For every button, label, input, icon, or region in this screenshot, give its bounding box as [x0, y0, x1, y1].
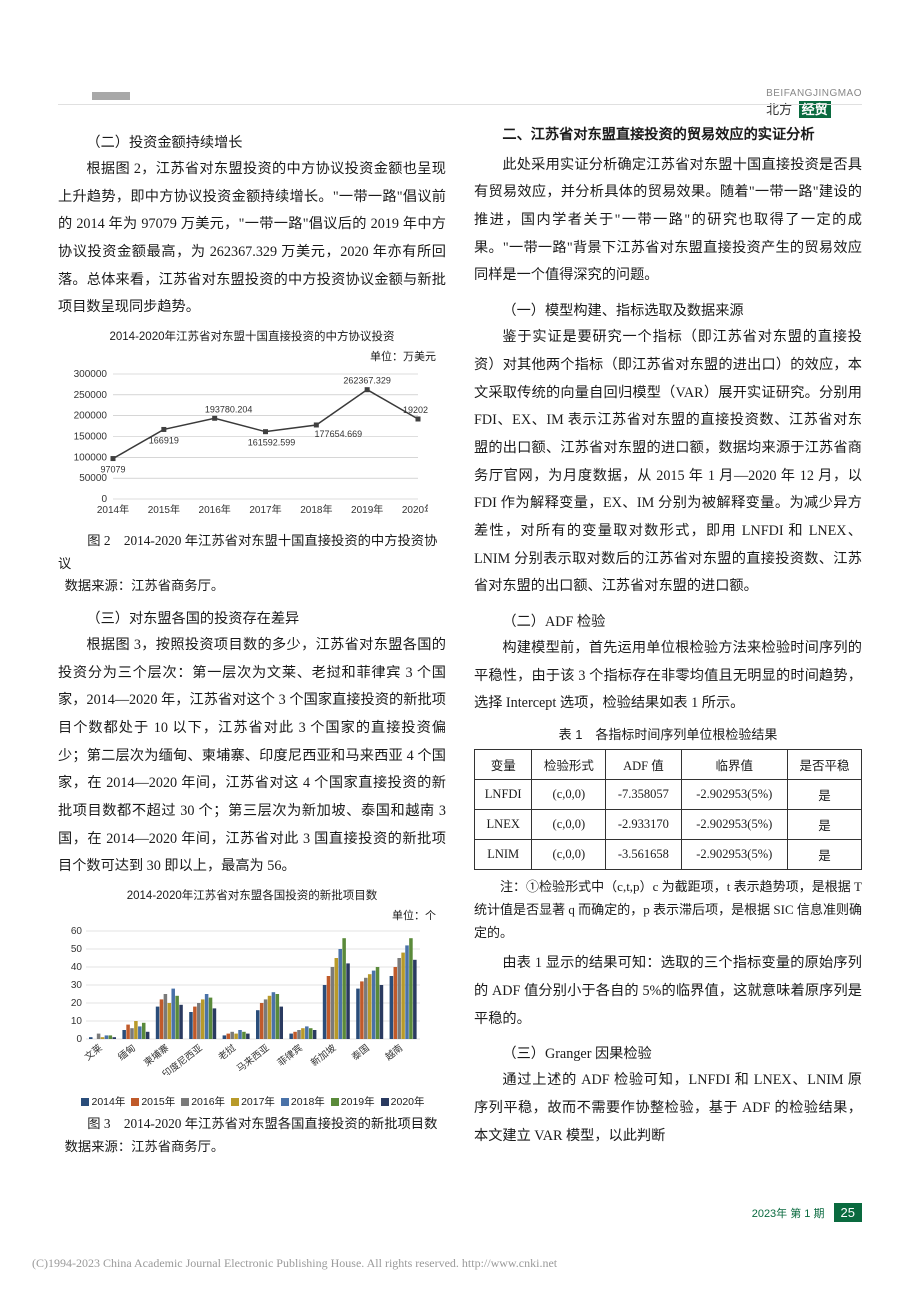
table-row: LNIM(c,0,0)-3.561658-2.902953(5%)是 — [475, 840, 862, 870]
svg-text:40: 40 — [71, 962, 83, 973]
svg-text:缅甸: 缅甸 — [116, 1042, 138, 1063]
svg-text:166919: 166919 — [149, 436, 179, 446]
right-column: 二、江苏省对东盟直接投资的贸易效应的实证分析 此处采用实证分析确定江苏省对东盟十… — [474, 80, 862, 1164]
svg-text:50: 50 — [71, 944, 83, 955]
right-sec2-p2: 由表 1 显示的结果可知：选取的三个指标变量的原始序列的 ADF 值分别小于各自… — [474, 950, 862, 1033]
svg-text:97079: 97079 — [100, 465, 125, 475]
svg-text:193780.204: 193780.204 — [205, 404, 253, 414]
table-header: 是否平稳 — [788, 750, 862, 780]
svg-text:2016年: 2016年 — [199, 503, 231, 516]
svg-text:新加坡: 新加坡 — [308, 1042, 338, 1069]
svg-text:2020年: 2020年 — [402, 503, 428, 516]
right-main-title: 二、江苏省对东盟直接投资的贸易效应的实证分析 — [474, 122, 862, 150]
left-column: （二）投资金额持续增长 根据图 2，江苏省对东盟投资的中方协议投资金额也呈现上升… — [58, 80, 446, 1164]
right-sec3-title: （三）Granger 因果检验 — [474, 1043, 862, 1063]
footer-issue: 2023年 第 1 期 — [752, 1208, 825, 1220]
svg-text:菲律宾: 菲律宾 — [275, 1042, 305, 1069]
svg-text:2014年: 2014年 — [97, 503, 129, 516]
svg-text:200000: 200000 — [74, 411, 108, 422]
fig2-source: 数据来源：江苏省商务厅。 — [58, 575, 446, 598]
svg-text:2017年: 2017年 — [249, 503, 281, 516]
right-sec2-p1: 构建模型前，首先运用单位根检验方法来检验时间序列的平稳性，由于该 3 个指标存在… — [474, 635, 862, 718]
right-sec2-title: （二）ADF 检验 — [474, 611, 862, 631]
journal-header: BEIFANGJINGMAO 北方 经贸 — [766, 88, 862, 118]
svg-text:马来西亚: 马来西亚 — [235, 1042, 272, 1074]
svg-text:越南: 越南 — [383, 1042, 405, 1063]
table1-title: 表 1 各指标时间序列单位根检验结果 — [474, 724, 862, 743]
chart3-container: 2014-2020年江苏省对东盟各国投资的新批项目数 单位：个 0 10 20 30 4… — [58, 887, 446, 1109]
left-sec1-title: （二）投资金额持续增长 — [58, 132, 446, 152]
chart3-legend: 2014年2015年2016年2017年2018年2019年2020年 — [58, 1094, 446, 1109]
chart2-container: 2014-2020年江苏省对东盟十国直接投资的中方协议投资 单位：万美元 0 50… — [58, 328, 446, 526]
svg-text:300000: 300000 — [74, 369, 108, 380]
chart2-title: 2014-2020年江苏省对东盟十国直接投资的中方协议投资 — [58, 328, 446, 344]
svg-text:30: 30 — [71, 980, 83, 991]
svg-text:老挝: 老挝 — [216, 1042, 239, 1063]
left-sec1-p1: 根据图 2，江苏省对东盟投资的中方协议投资金额也呈现上升趋势，即中方协议投资金额… — [58, 156, 446, 322]
left-sec2-p1: 根据图 3，按照投资项目数的多少，江苏省对东盟各国的投资分为三个层次：第一层次为… — [58, 632, 446, 881]
footer-copyright: (C)1994-2023 China Academic Journal Elec… — [32, 1256, 557, 1271]
page-content: （二）投资金额持续增长 根据图 2，江苏省对东盟投资的中方协议投资金额也呈现上升… — [0, 0, 920, 1214]
table1: 变量检验形式ADF 值临界值是否平稳LNFDI(c,0,0)-7.358057-… — [474, 749, 862, 870]
svg-text:60: 60 — [71, 926, 83, 937]
header-left-accent — [92, 92, 130, 100]
right-sec3-p1: 通过上述的 ADF 检验可知，LNFDI 和 LNEX、LNIM 原序列平稳，故… — [474, 1067, 862, 1150]
svg-text:2019年: 2019年 — [351, 503, 383, 516]
svg-text:泰国: 泰国 — [349, 1042, 371, 1063]
svg-text:20: 20 — [71, 998, 83, 1009]
table-header: 变量 — [475, 750, 532, 780]
svg-text:161592.599: 161592.599 — [248, 438, 296, 448]
chart3-title: 2014-2020年江苏省对东盟各国投资的新批项目数 — [58, 887, 446, 903]
right-sec1-p1: 鉴于实证是要研究一个指标（即江苏省对东盟的直接投资）对其他两个指标（即江苏省对东… — [474, 324, 862, 601]
fig3-source: 数据来源：江苏省商务厅。 — [58, 1136, 446, 1159]
chart2-unit: 单位：万美元 — [58, 348, 436, 364]
table-header: 临界值 — [681, 750, 788, 780]
svg-text:250000: 250000 — [74, 390, 108, 401]
header-divider — [58, 104, 862, 105]
svg-text:柬埔寨: 柬埔寨 — [141, 1042, 171, 1069]
right-intro-p1: 此处采用实证分析确定江苏省对东盟十国直接投资是否具有贸易效应，并分析具体的贸易效… — [474, 152, 862, 290]
fig3-caption: 图 3 2014-2020 年江苏省对东盟各国直接投资的新批项目数 — [58, 1113, 446, 1136]
chart3-bar-svg: 0102030405060文莱缅甸柬埔寨印度尼西亚老挝马来西亚菲律宾新加坡泰国越… — [58, 925, 428, 1075]
svg-text:262367.329: 262367.329 — [343, 376, 391, 386]
table-row: LNFDI(c,0,0)-7.358057-2.902953(5%)是 — [475, 780, 862, 810]
table-row: LNEX(c,0,0)-2.933170-2.902953(5%)是 — [475, 810, 862, 840]
svg-text:0: 0 — [76, 1034, 82, 1045]
svg-text:2018年: 2018年 — [300, 503, 332, 516]
svg-text:2015年: 2015年 — [148, 503, 180, 516]
table1-note: 注：①检验形式中（c,t,p）c 为截距项，t 表示趋势项，是根据 T 统计值是… — [474, 876, 862, 944]
svg-text:192026: 192026 — [403, 405, 428, 415]
svg-text:150000: 150000 — [74, 432, 108, 443]
svg-text:文莱: 文莱 — [82, 1042, 105, 1063]
svg-text:177654.669: 177654.669 — [315, 429, 363, 439]
svg-text:10: 10 — [71, 1016, 83, 1027]
svg-text:100000: 100000 — [74, 452, 108, 463]
journal-pinyin: BEIFANGJINGMAO — [766, 88, 862, 99]
chart3-unit: 单位：个 — [58, 907, 436, 923]
table-header: ADF 值 — [606, 750, 681, 780]
footer-bar: 2023年 第 1 期 25 — [752, 1205, 862, 1221]
svg-text:50000: 50000 — [79, 473, 107, 484]
footer-page-number: 25 — [834, 1203, 862, 1222]
left-sec2-title: （三）对东盟各国的投资存在差异 — [58, 608, 446, 628]
chart2-line-svg: 0 50000 100000 150000 200000 250000 300000 2014… — [58, 366, 428, 521]
fig2-caption: 图 2 2014-2020 年江苏省对东盟十国直接投资的中方投资协议 — [58, 530, 446, 575]
right-sec1-title: （一）模型构建、指标选取及数据来源 — [474, 300, 862, 320]
svg-text:0: 0 — [101, 494, 107, 505]
table-header: 检验形式 — [532, 750, 606, 780]
